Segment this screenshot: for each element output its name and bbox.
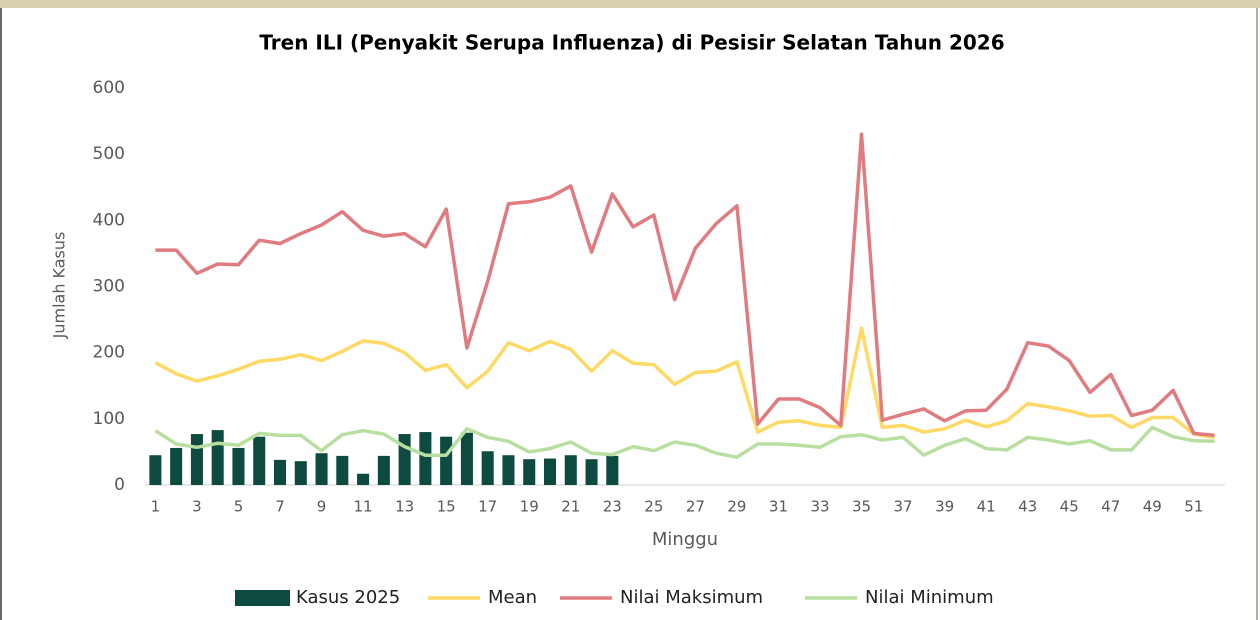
- x-tick-label: 27: [686, 498, 705, 516]
- y-tick-label: 0: [114, 475, 125, 495]
- x-tick-label: 5: [234, 498, 244, 516]
- y-tick-label: 400: [93, 210, 125, 230]
- bar: [502, 455, 515, 485]
- bar: [232, 447, 245, 485]
- line-series: [154, 326, 1215, 440]
- bar: [606, 455, 619, 485]
- x-tick-label: 51: [1184, 498, 1203, 516]
- bar: [190, 434, 203, 485]
- x-tick-label: 37: [894, 498, 913, 516]
- x-tick-label: 3: [192, 498, 202, 516]
- legend-label: Mean: [488, 587, 537, 608]
- x-axis-label: Minggu: [652, 529, 718, 550]
- chart-frame: [0, 8, 1258, 620]
- bar: [460, 432, 473, 485]
- bar: [149, 455, 162, 485]
- legend-label: Nilai Maksimum: [620, 587, 763, 608]
- bar: [377, 455, 390, 485]
- x-tick-label: 23: [603, 498, 622, 516]
- line-series: [154, 425, 1215, 459]
- bar: [253, 436, 266, 485]
- bar: [523, 459, 536, 485]
- bar: [170, 447, 183, 485]
- bar: [543, 458, 557, 485]
- x-tick-label: 1: [151, 498, 161, 516]
- bar: [211, 430, 224, 485]
- legend-label: Kasus 2025: [296, 587, 400, 608]
- x-tick-label: 31: [769, 498, 788, 516]
- bar: [294, 461, 307, 485]
- x-tick-label: 49: [1143, 498, 1162, 516]
- x-tick-label: 7: [275, 498, 285, 516]
- top-border: [0, 0, 1260, 8]
- y-tick-label: 200: [93, 343, 125, 363]
- y-tick-label: 100: [93, 409, 125, 429]
- line-series: [155, 132, 1215, 438]
- x-tick-label: 11: [354, 498, 373, 516]
- x-tick-label: 33: [810, 498, 829, 516]
- legend-swatch: [235, 590, 290, 606]
- x-tick-label: 19: [520, 498, 539, 516]
- x-tick-label: 41: [977, 498, 996, 516]
- y-tick-label: 600: [93, 78, 125, 98]
- x-tick-label: 47: [1101, 498, 1120, 516]
- x-tick-label: 21: [561, 498, 580, 516]
- bar: [419, 432, 432, 485]
- bar: [585, 459, 598, 485]
- x-tick-label: 35: [852, 498, 871, 516]
- x-tick-label: 13: [395, 498, 414, 516]
- x-tick-label: 45: [1060, 498, 1079, 516]
- x-tick-label: 17: [478, 498, 497, 516]
- x-tick-label: 39: [935, 498, 954, 516]
- bar: [315, 453, 328, 485]
- y-axis-label: Jumlah Kasus: [50, 232, 69, 340]
- chart-title: Tren ILI (Penyakit Serupa Influenza) di …: [259, 31, 1004, 55]
- bar: [398, 434, 411, 485]
- y-tick-label: 300: [93, 277, 125, 297]
- x-tick-label: 25: [644, 498, 663, 516]
- x-tick-label: 15: [437, 498, 456, 516]
- bar: [440, 436, 453, 485]
- y-tick-label: 500: [93, 144, 125, 164]
- bar: [273, 459, 287, 485]
- bar: [336, 455, 349, 485]
- x-tick-label: 9: [317, 498, 327, 516]
- bar: [357, 473, 370, 485]
- x-tick-label: 29: [727, 498, 746, 516]
- legend-label: Nilai Minimum: [865, 587, 994, 608]
- bar: [481, 451, 494, 485]
- x-tick-label: 43: [1018, 498, 1037, 516]
- bar: [564, 455, 577, 485]
